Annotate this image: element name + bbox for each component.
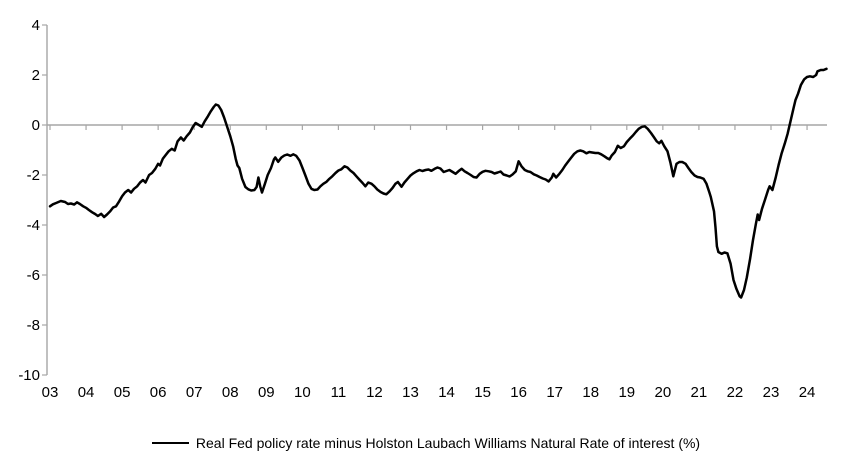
data-series-line — [48, 67, 828, 299]
x-tick-label: 12 — [366, 384, 383, 401]
x-tick-label: 08 — [222, 384, 239, 401]
x-tick-label: 05 — [114, 384, 131, 401]
x-tick-label: 09 — [258, 384, 275, 401]
legend: Real Fed policy rate minus Holston Lauba… — [0, 435, 852, 451]
x-tick-label: 10 — [294, 384, 311, 401]
x-tick-label: 22 — [727, 384, 744, 401]
x-tick-label: 07 — [186, 384, 203, 401]
x-tick-label: 20 — [655, 384, 672, 401]
x-tick-label: 03 — [42, 384, 59, 401]
y-tick-label: 4 — [32, 17, 40, 34]
y-tick-label: 0 — [32, 117, 40, 134]
line-chart-svg: 03 04 05 06 07 08 09 10 11 12 13 14 15 16 17 18 19 20 21 22… — [18, 17, 828, 401]
x-tick-label: 16 — [510, 384, 527, 401]
x-tick-label: 14 — [438, 384, 455, 401]
x-tick-label: 21 — [691, 384, 708, 401]
x-tick-label: 24 — [799, 384, 816, 401]
y-tick-label: -4 — [27, 217, 40, 234]
x-tick-label: 15 — [474, 384, 491, 401]
y-tick-label: -8 — [27, 317, 40, 334]
y-tick-label: -2 — [27, 167, 40, 184]
x-tick-label: 23 — [763, 384, 780, 401]
y-tick-label: -6 — [27, 267, 40, 284]
x-tick-label: 06 — [150, 384, 167, 401]
x-tick-label: 13 — [402, 384, 419, 401]
x-tick-label: 19 — [618, 384, 635, 401]
x-tick-label: 04 — [78, 384, 95, 401]
y-tick-label: -10 — [18, 367, 40, 384]
x-tick-label: 17 — [546, 384, 563, 401]
x-tick-label: 18 — [582, 384, 599, 401]
y-tick-label: 2 — [32, 67, 40, 84]
legend-line-marker — [151, 442, 189, 444]
legend-label: Real Fed policy rate minus Holston Lauba… — [195, 435, 701, 451]
x-tick-label: 11 — [331, 384, 347, 401]
